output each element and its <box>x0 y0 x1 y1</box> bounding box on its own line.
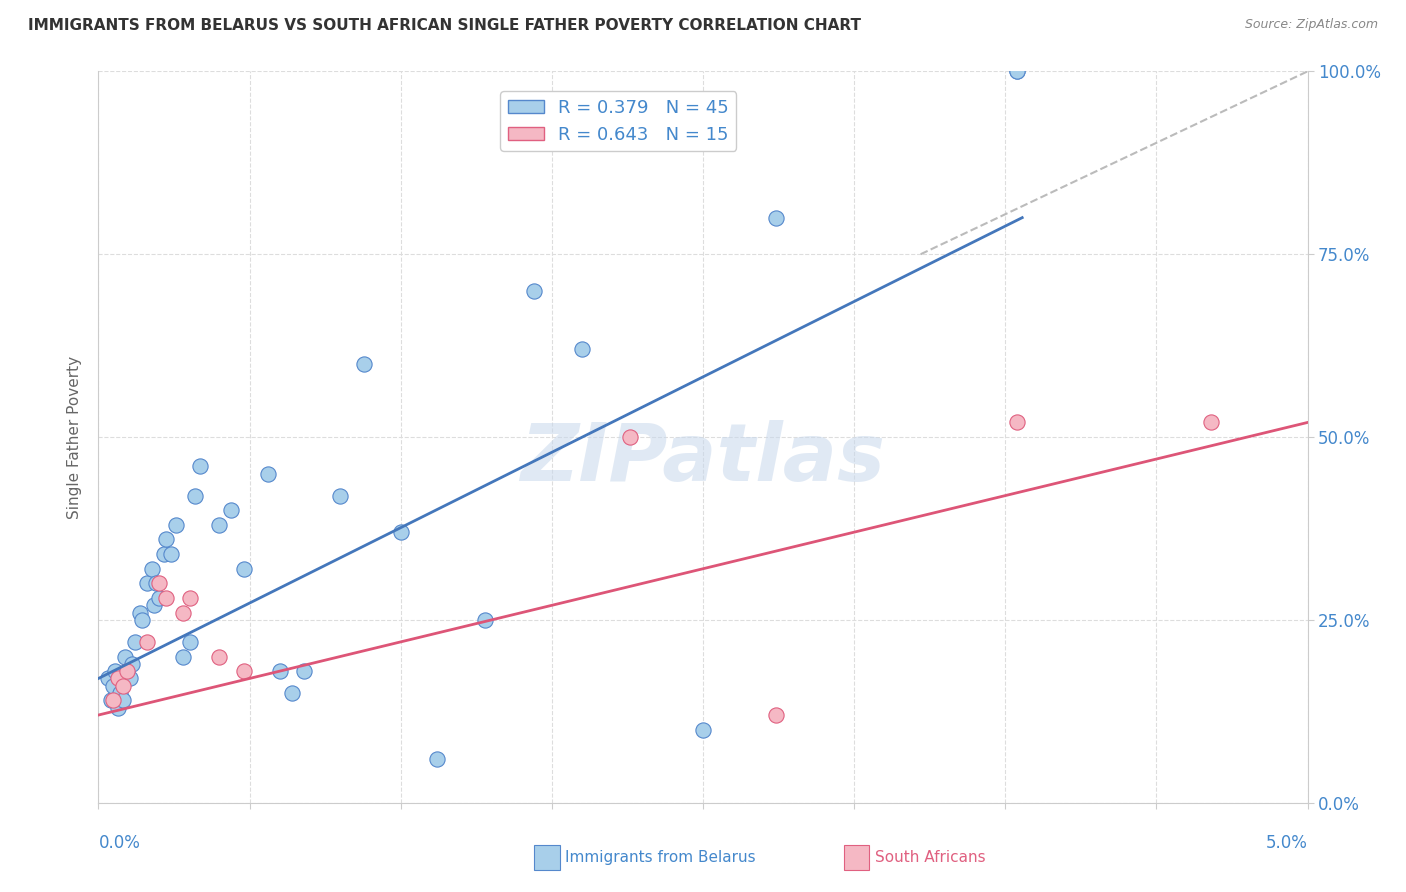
Point <box>111 693 134 707</box>
Point <box>97 672 120 686</box>
Point <box>1007 64 1029 78</box>
Point <box>1199 416 1222 430</box>
Point <box>148 591 170 605</box>
Point <box>108 686 131 700</box>
Point <box>114 649 136 664</box>
Point <box>117 664 139 678</box>
Point <box>389 525 412 540</box>
Point <box>329 489 352 503</box>
Text: 0.0%: 0.0% <box>98 834 141 852</box>
Text: ZIPatlas: ZIPatlas <box>520 420 886 498</box>
Point <box>188 459 211 474</box>
Text: South Africans: South Africans <box>875 850 986 864</box>
Point <box>1007 416 1029 430</box>
Point <box>128 606 150 620</box>
Point <box>571 343 593 357</box>
Point <box>292 664 315 678</box>
Y-axis label: Single Father Poverty: Single Father Poverty <box>67 356 83 518</box>
Point <box>1007 64 1029 78</box>
Point <box>523 284 546 298</box>
Point <box>152 547 174 561</box>
Point <box>155 533 177 547</box>
Point <box>148 576 170 591</box>
Point <box>141 562 163 576</box>
Point <box>353 357 375 371</box>
Point <box>155 591 177 605</box>
Point <box>117 664 139 678</box>
Text: Immigrants from Belarus: Immigrants from Belarus <box>565 850 756 864</box>
Point <box>111 679 134 693</box>
Point <box>135 576 157 591</box>
Point <box>765 708 787 723</box>
Point <box>101 693 124 707</box>
Point <box>107 700 129 714</box>
Point <box>135 635 157 649</box>
Point <box>121 657 143 671</box>
Point <box>208 517 231 532</box>
Point <box>143 599 166 613</box>
Point <box>208 649 231 664</box>
Text: 5.0%: 5.0% <box>1265 834 1308 852</box>
Point <box>474 613 496 627</box>
Point <box>426 752 449 766</box>
Point <box>172 649 194 664</box>
Point <box>692 723 714 737</box>
Point <box>172 606 194 620</box>
Legend: R = 0.379   N = 45, R = 0.643   N = 15: R = 0.379 N = 45, R = 0.643 N = 15 <box>501 91 737 151</box>
Point <box>281 686 304 700</box>
Point <box>165 517 187 532</box>
Point <box>221 503 243 517</box>
Point <box>145 576 167 591</box>
Point <box>118 672 141 686</box>
Text: IMMIGRANTS FROM BELARUS VS SOUTH AFRICAN SINGLE FATHER POVERTY CORRELATION CHART: IMMIGRANTS FROM BELARUS VS SOUTH AFRICAN… <box>28 18 860 33</box>
Point <box>107 672 129 686</box>
Point <box>101 679 124 693</box>
Point <box>160 547 183 561</box>
Point <box>765 211 787 225</box>
Point <box>179 635 201 649</box>
Text: Source: ZipAtlas.com: Source: ZipAtlas.com <box>1244 18 1378 31</box>
Point <box>179 591 201 605</box>
Point <box>619 430 641 444</box>
Point <box>124 635 146 649</box>
Point <box>269 664 291 678</box>
Point <box>131 613 153 627</box>
Point <box>232 562 254 576</box>
Point <box>184 489 207 503</box>
Point <box>256 467 278 481</box>
Point <box>100 693 122 707</box>
Point <box>104 664 127 678</box>
Point <box>232 664 254 678</box>
